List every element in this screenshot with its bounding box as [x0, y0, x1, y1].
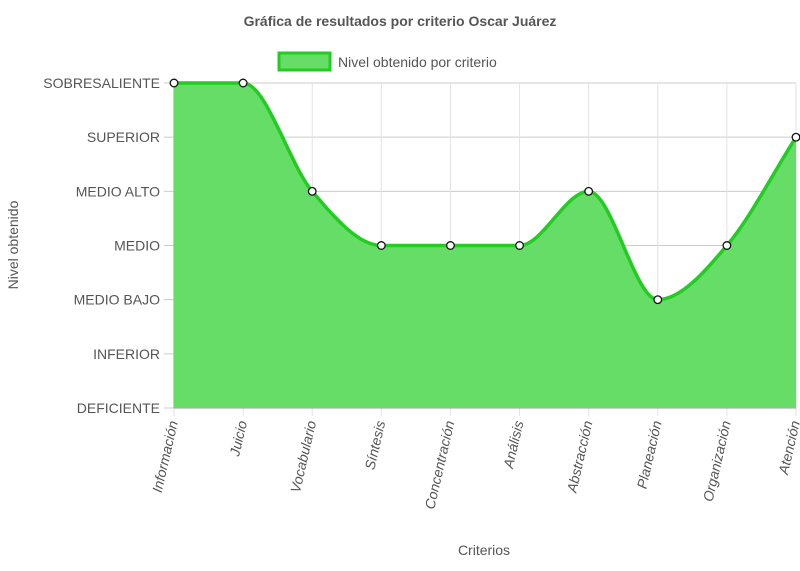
- legend-swatch: [277, 51, 332, 72]
- x-tick-label: Concentración: [421, 419, 457, 511]
- x-tick-label: Análisis: [500, 419, 527, 471]
- x-tick-label: Abstracción: [563, 419, 595, 495]
- data-point[interactable]: [653, 295, 663, 305]
- data-point[interactable]: [722, 241, 732, 250]
- x-tick-label: Atención: [775, 419, 800, 477]
- y-tick-label: SOBRESALIENTE: [43, 75, 160, 91]
- y-tick-label: MEDIO BAJO: [74, 292, 160, 308]
- data-point[interactable]: [376, 241, 386, 250]
- x-tick-label: Juicio: [226, 419, 250, 459]
- y-tick-label: MEDIO ALTO: [76, 183, 160, 199]
- x-tick-label: Planeación: [634, 419, 665, 490]
- y-tick-label: SUPERIOR: [87, 129, 160, 145]
- x-tick-label: Información: [149, 419, 181, 494]
- y-tick-label: DEFICIENTE: [77, 400, 160, 416]
- series-line: [174, 81, 798, 302]
- data-point[interactable]: [307, 186, 317, 196]
- x-axis-title: Criterios: [458, 542, 510, 558]
- data-point[interactable]: [515, 241, 525, 250]
- data-point[interactable]: [238, 78, 248, 88]
- x-axis-ticks: Información Juicio Vocabulario Síntesis Conc…: [149, 419, 800, 511]
- legend[interactable]: Nivel obtenido por criterio: [277, 51, 497, 72]
- chart-title: Gráfica de resultados por criterio Oscar…: [244, 13, 557, 29]
- x-tick-label: Síntesis: [361, 419, 388, 471]
- legend-label: Nivel obtenido por criterio: [338, 54, 497, 70]
- data-point[interactable]: [584, 186, 594, 196]
- y-axis-title: Nivel obtenido: [5, 200, 21, 289]
- y-tick-label: MEDIO: [114, 238, 160, 254]
- data-point[interactable]: [791, 132, 800, 142]
- data-point[interactable]: [169, 78, 179, 88]
- data-point[interactable]: [445, 241, 455, 250]
- series-layer: [169, 78, 800, 408]
- x-tick-label: Organización: [700, 419, 734, 503]
- y-axis-ticks: DEFICIENTE INFERIOR MEDIO BAJO MEDIO MEDIO A…: [43, 75, 160, 416]
- y-tick-label: INFERIOR: [93, 346, 160, 362]
- x-tick-label: Vocabulario: [287, 419, 319, 494]
